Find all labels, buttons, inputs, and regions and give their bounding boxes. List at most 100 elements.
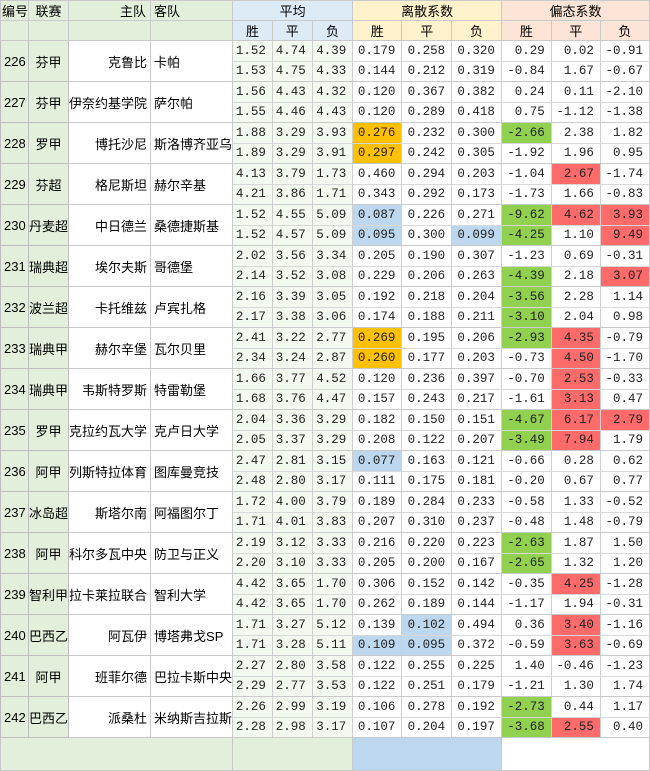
footer-cell-highlight [352, 737, 502, 771]
table-body: 226 芬甲 克鲁比 卡帕 1.52 4.74 4.39 0.179 0.258 0.320 0.2… [0, 40, 650, 738]
cell-disp-win: 0.120 [352, 368, 403, 390]
cell-skew-win: -1.92 [501, 143, 552, 164]
cell-avg-win: 1.53 [232, 61, 273, 82]
cell-disp-draw: 0.300 [401, 225, 453, 246]
table-row[interactable]: 4.42 3.65 1.70 0.262 0.189 0.144 -1.17 1.94 -0.3… [1, 594, 650, 615]
table-row[interactable]: 238 阿甲 科尔多瓦中央 防卫与正义 2.19 3.12 3.33 0.216 0.220 0.… [0, 532, 650, 574]
cell-avg-draw: 3.76 [272, 389, 313, 410]
league-name: 波兰超 [28, 286, 70, 328]
cell-skew-draw: 1.32 [551, 553, 601, 574]
table-row[interactable]: 1.55 4.46 4.43 0.120 0.289 0.418 0.75 -1.12 -1.3… [1, 102, 650, 123]
table-row[interactable]: 226 芬甲 克鲁比 卡帕 1.52 4.74 4.39 0.179 0.258 0.320 0.2… [0, 40, 650, 82]
cell-skew-win: -0.70 [501, 368, 552, 390]
table-row[interactable]: 236 阿甲 列斯特拉体育 图库曼竞技 2.47 2.81 3.15 0.077 0.163 0.… [0, 450, 650, 492]
table-row[interactable]: 234 瑞典甲 韦斯特罗斯 特雷勒堡 1.66 3.77 4.52 0.120 0.236 0.3… [0, 368, 650, 410]
cell-avg-draw: 3.27 [272, 614, 313, 636]
cell-skew-win: -2.63 [501, 532, 552, 554]
cell-skew-win: -4.39 [501, 266, 552, 287]
table-row[interactable]: 240 巴西乙 阿瓦伊 博塔弗戈SP 1.71 3.27 5.12 0.139 0.102 0.4… [0, 614, 650, 656]
home-team: 克拉约瓦大学 [68, 409, 152, 451]
cell-disp-loss: 0.207 [451, 430, 502, 451]
cell-avg-draw: 3.24 [272, 348, 313, 369]
league-name: 芬超 [28, 163, 70, 205]
cell-skew-win: -2.65 [501, 553, 552, 574]
cell-skew-draw: 1.33 [551, 491, 601, 513]
cell-avg-draw: 4.74 [272, 40, 313, 62]
cell-skew-loss: 1.50 [600, 532, 650, 554]
cell-avg-loss: 3.08 [312, 266, 354, 287]
cell-disp-draw: 0.226 [401, 204, 453, 226]
cell-disp-win: 0.179 [352, 40, 403, 62]
table-row[interactable]: 1.68 3.76 4.47 0.157 0.243 0.217 -1.61 3.13 0.47 [1, 389, 650, 410]
table-row[interactable]: 1.89 3.29 3.91 0.297 0.242 0.305 -1.92 1.96 0.95 [1, 143, 650, 164]
cell-disp-loss: 0.181 [451, 471, 502, 492]
table-row[interactable]: 231 瑞典超 埃尔夫斯 哥德堡 2.02 3.56 3.34 0.205 0.190 0.307… [0, 245, 650, 287]
subheader-avg-loss: 负 [311, 20, 354, 41]
cell-disp-loss: 0.225 [451, 655, 502, 677]
league-name: 罗甲 [28, 409, 70, 451]
cell-disp-win: 0.460 [352, 163, 403, 185]
league-name: 瑞典甲 [28, 327, 70, 369]
cell-disp-loss: 0.151 [451, 409, 502, 431]
cell-disp-win: 0.189 [352, 491, 403, 513]
cell-skew-loss: 0.98 [600, 307, 650, 328]
table-row[interactable]: 232 波兰超 卡托维兹 卢宾扎格 2.16 3.39 3.05 0.192 0.218 0.20… [0, 286, 650, 328]
cell-avg-win: 2.14 [232, 266, 273, 287]
cell-skew-win: -3.49 [501, 430, 552, 451]
away-team: 图库曼竞技 [150, 450, 234, 492]
table-row[interactable]: 1.53 4.75 4.33 0.144 0.212 0.319 -0.84 1.67 -0.6… [1, 61, 650, 82]
table-row[interactable]: 2.05 3.37 3.29 0.208 0.122 0.207 -3.49 7.94 1.79 [1, 430, 650, 451]
cell-disp-draw: 0.152 [401, 573, 453, 595]
cell-skew-draw: 0.67 [551, 471, 601, 492]
away-team: 卡帕 [150, 40, 234, 82]
cell-disp-win: 0.087 [352, 204, 403, 226]
match-number: 237 [0, 491, 30, 533]
cell-skew-win: -0.48 [501, 512, 552, 533]
table-row[interactable]: 1.71 4.01 3.83 0.207 0.310 0.237 -0.48 1.48 -0.7… [1, 512, 650, 533]
table-row[interactable]: 228 罗甲 博托沙尼 斯洛博齐亚乌 1.88 3.29 3.93 0.276 0.232 0.3… [0, 122, 650, 164]
table-row[interactable]: 2.34 3.24 2.87 0.260 0.177 0.203 -0.73 4.50 -1.7… [1, 348, 650, 369]
table-row[interactable]: 233 瑞典甲 赫尔辛堡 瓦尔贝里 2.41 3.22 2.77 0.269 0.195 0.20… [0, 327, 650, 369]
table-row[interactable]: 242 巴西乙 派桑杜 米纳斯吉拉斯 2.26 2.99 3.19 0.106 0.278 0.1… [0, 696, 650, 738]
cell-avg-loss: 4.43 [312, 102, 354, 123]
cell-disp-draw: 0.095 [401, 635, 453, 656]
cell-skew-win: -3.56 [501, 286, 552, 308]
cell-disp-draw: 0.190 [401, 245, 453, 267]
subheader-disp-win: 胜 [352, 20, 403, 41]
cell-skew-draw: 7.94 [551, 430, 601, 451]
cell-avg-win: 2.41 [232, 327, 273, 349]
cell-disp-draw: 0.189 [401, 594, 453, 615]
cell-avg-draw: 2.81 [272, 450, 313, 472]
cell-disp-win: 0.174 [352, 307, 403, 328]
cell-disp-win: 0.107 [352, 717, 403, 738]
table-row[interactable]: 230 丹麦超 中日德兰 桑德捷斯基 1.52 4.55 5.09 0.087 0.226 0.2… [0, 204, 650, 246]
cell-skew-win: -1.04 [501, 163, 552, 185]
cell-skew-draw: -0.46 [551, 655, 601, 677]
cell-disp-win: 0.306 [352, 573, 403, 595]
table-row[interactable]: 227 芬甲 伊奈约基学院 萨尔帕 1.56 4.43 4.32 0.120 0.367 0.38… [0, 81, 650, 123]
table-row[interactable]: 4.21 3.86 1.71 0.343 0.292 0.173 -1.73 1.66 -0.8… [1, 184, 650, 205]
cell-avg-win: 4.42 [232, 573, 273, 595]
table-row[interactable]: 2.20 3.10 3.33 0.205 0.200 0.167 -2.65 1.32 1.20 [1, 553, 650, 574]
cell-avg-loss: 3.17 [312, 471, 354, 492]
table-row[interactable]: 229 芬超 格尼斯坦 赫尔辛基 4.13 3.79 1.73 0.460 0.294 0.203… [0, 163, 650, 205]
table-row[interactable]: 235 罗甲 克拉约瓦大学 克卢日大学 2.04 3.36 3.29 0.182 0.150 0.… [0, 409, 650, 451]
cell-avg-loss: 3.58 [312, 655, 354, 677]
table-row[interactable]: 237 冰岛超 斯塔尔南 阿福图尔丁 1.72 4.00 3.79 0.189 0.284 0.2… [0, 491, 650, 533]
cell-avg-draw: 3.65 [272, 594, 313, 615]
table-row[interactable]: 239 智利甲 拉卡莱拉联合 智利大学 4.42 3.65 1.70 0.306 0.152 0.… [0, 573, 650, 615]
match-number: 240 [0, 614, 30, 656]
table-row[interactable]: 2.48 2.80 3.17 0.111 0.175 0.181 -0.20 0.67 0.77 [1, 471, 650, 492]
table-row[interactable]: 1.52 4.57 5.09 0.095 0.300 0.099 -4.25 1.10 9.49 [1, 225, 650, 246]
cell-avg-loss: 3.79 [312, 491, 354, 513]
table-row[interactable]: 2.17 3.38 3.06 0.174 0.188 0.211 -3.10 2.04 0.98 [1, 307, 650, 328]
cell-skew-win: 0.24 [501, 81, 552, 103]
table-row[interactable]: 2.14 3.52 3.08 0.229 0.206 0.263 -4.39 2.18 3.07 [1, 266, 650, 287]
away-team: 巴拉卡斯中央 [150, 655, 234, 697]
cell-avg-loss: 1.70 [312, 573, 354, 595]
cell-avg-win: 2.19 [232, 532, 273, 554]
cell-disp-draw: 0.284 [401, 491, 453, 513]
cell-skew-draw: 2.04 [551, 307, 601, 328]
cell-avg-draw: 3.38 [272, 307, 313, 328]
table-row[interactable]: 241 阿甲 班菲尔德 巴拉卡斯中央 2.27 2.80 3.58 0.122 0.255 0.2… [0, 655, 650, 697]
